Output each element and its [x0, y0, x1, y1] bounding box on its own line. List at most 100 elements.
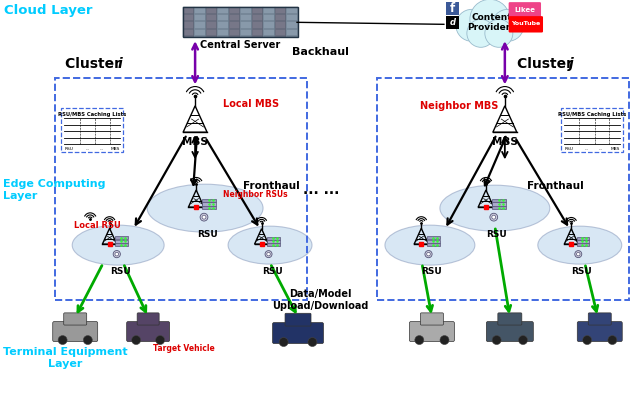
Text: Neighbor MBS: Neighbor MBS: [420, 101, 499, 111]
Text: Terminal Equipment
Layer: Terminal Equipment Layer: [3, 347, 128, 369]
Text: RSU: RSU: [564, 147, 573, 151]
Text: RSU: RSU: [65, 147, 74, 151]
Circle shape: [279, 338, 288, 346]
FancyBboxPatch shape: [205, 7, 217, 37]
FancyBboxPatch shape: [64, 313, 86, 325]
FancyBboxPatch shape: [252, 7, 263, 37]
Text: MBS: MBS: [182, 137, 208, 147]
Text: MBS: MBS: [611, 147, 620, 151]
Circle shape: [200, 213, 208, 221]
Text: Backhaul: Backhaul: [292, 47, 348, 57]
FancyBboxPatch shape: [137, 313, 159, 325]
FancyBboxPatch shape: [577, 237, 589, 240]
Text: Local RSU: Local RSU: [74, 221, 121, 230]
Ellipse shape: [385, 225, 475, 265]
FancyBboxPatch shape: [427, 243, 440, 246]
Circle shape: [58, 336, 67, 344]
Circle shape: [492, 9, 524, 41]
FancyBboxPatch shape: [267, 237, 280, 240]
FancyBboxPatch shape: [263, 7, 275, 37]
Text: Central Server: Central Server: [200, 40, 280, 50]
FancyBboxPatch shape: [427, 236, 440, 240]
FancyBboxPatch shape: [194, 7, 205, 37]
Ellipse shape: [72, 225, 164, 265]
Text: RSU: RSU: [196, 230, 218, 239]
Text: ...: ...: [85, 147, 90, 151]
Text: RSU: RSU: [572, 267, 592, 276]
Text: f: f: [450, 2, 455, 15]
Text: Fronthaul: Fronthaul: [527, 181, 584, 191]
Text: Edge Computing
Layer: Edge Computing Layer: [3, 179, 106, 201]
FancyBboxPatch shape: [127, 322, 170, 342]
Ellipse shape: [147, 184, 263, 232]
FancyBboxPatch shape: [446, 16, 459, 29]
Text: RSU: RSU: [262, 267, 282, 276]
Text: Data/Model
Upload/Download: Data/Model Upload/Download: [272, 289, 368, 311]
Circle shape: [467, 19, 495, 47]
Text: RSU: RSU: [110, 267, 131, 276]
Circle shape: [518, 336, 527, 344]
Circle shape: [440, 336, 449, 344]
FancyBboxPatch shape: [427, 240, 440, 243]
Text: ... ...: ... ...: [303, 183, 339, 197]
FancyBboxPatch shape: [273, 322, 323, 344]
FancyBboxPatch shape: [228, 7, 240, 37]
FancyBboxPatch shape: [202, 206, 216, 209]
Circle shape: [308, 338, 317, 346]
FancyBboxPatch shape: [577, 240, 589, 243]
Circle shape: [485, 19, 513, 47]
Text: MBS: MBS: [111, 147, 120, 151]
FancyBboxPatch shape: [182, 7, 194, 37]
FancyBboxPatch shape: [509, 16, 543, 32]
FancyBboxPatch shape: [498, 313, 522, 325]
Text: RSU: RSU: [422, 267, 442, 276]
Text: Cluster: Cluster: [65, 57, 126, 71]
FancyBboxPatch shape: [446, 2, 459, 15]
Text: d: d: [449, 18, 456, 27]
Circle shape: [267, 252, 270, 256]
Circle shape: [492, 336, 501, 344]
FancyBboxPatch shape: [267, 240, 280, 243]
FancyBboxPatch shape: [486, 322, 533, 342]
Circle shape: [456, 9, 488, 41]
FancyBboxPatch shape: [492, 202, 506, 206]
FancyBboxPatch shape: [275, 7, 286, 37]
Text: RSU/MBS Caching Lists: RSU/MBS Caching Lists: [557, 112, 626, 117]
Text: RSU/MBS Caching Lists: RSU/MBS Caching Lists: [58, 112, 126, 117]
FancyBboxPatch shape: [285, 313, 311, 326]
Text: MBS: MBS: [492, 137, 518, 147]
FancyBboxPatch shape: [420, 313, 444, 325]
Circle shape: [427, 252, 430, 256]
FancyBboxPatch shape: [267, 243, 280, 246]
Text: RSU: RSU: [486, 230, 508, 239]
Circle shape: [608, 336, 617, 344]
Circle shape: [492, 215, 496, 219]
Circle shape: [265, 251, 272, 258]
Circle shape: [575, 251, 582, 258]
Circle shape: [113, 250, 120, 258]
FancyBboxPatch shape: [115, 240, 128, 243]
FancyBboxPatch shape: [492, 206, 506, 209]
Circle shape: [156, 336, 164, 344]
Text: Fronthaul: Fronthaul: [243, 181, 300, 191]
Text: ...: ...: [599, 147, 603, 151]
Circle shape: [470, 0, 510, 39]
FancyBboxPatch shape: [588, 313, 611, 325]
FancyBboxPatch shape: [577, 322, 622, 342]
Circle shape: [115, 252, 118, 256]
Text: Content
Providers: Content Providers: [468, 13, 516, 32]
FancyBboxPatch shape: [410, 322, 454, 342]
Circle shape: [415, 336, 424, 344]
Circle shape: [490, 213, 498, 221]
FancyBboxPatch shape: [115, 236, 128, 240]
Text: Local MBS: Local MBS: [223, 99, 279, 109]
Text: Cloud Layer: Cloud Layer: [4, 4, 93, 17]
Ellipse shape: [440, 185, 550, 231]
Text: j: j: [569, 57, 573, 71]
Circle shape: [202, 215, 206, 219]
Text: Likee: Likee: [515, 7, 535, 13]
FancyBboxPatch shape: [492, 199, 506, 202]
Circle shape: [132, 336, 141, 344]
FancyBboxPatch shape: [202, 199, 216, 202]
FancyBboxPatch shape: [509, 2, 541, 18]
